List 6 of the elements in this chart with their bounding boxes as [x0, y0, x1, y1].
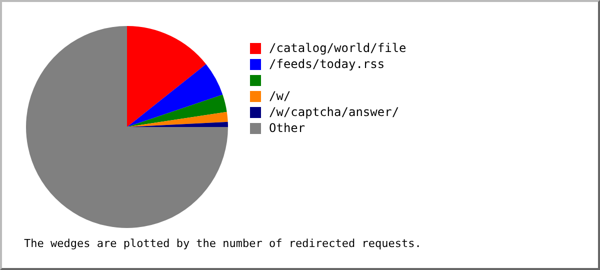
- legend-label: /w/captcha/answer/: [269, 105, 400, 119]
- legend-label: /w/: [269, 89, 291, 103]
- legend-label: /catalog/world/file: [269, 41, 406, 55]
- legend-label: Other: [269, 121, 306, 135]
- text: The wedges are plotted by the number of redirected requests.: [24, 237, 422, 250]
- legend-label: /feeds/today.rss: [269, 57, 385, 71]
